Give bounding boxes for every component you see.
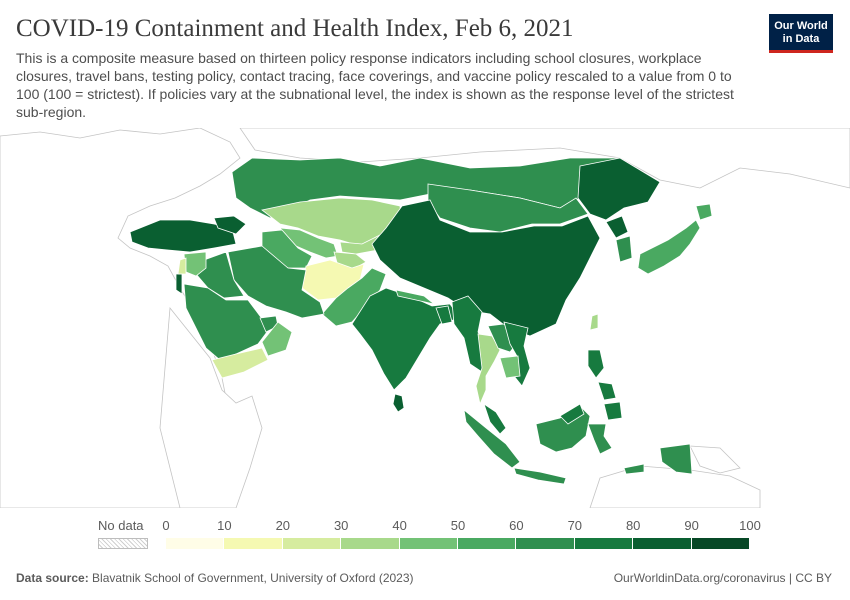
region-north-korea: China (605, 215, 629, 239)
region-iran: Iran (227, 245, 325, 319)
data-source: Data source: Blavatnik School of Governm… (16, 571, 414, 585)
legend-bin-2[interactable] (282, 538, 342, 549)
legend-bin-4[interactable] (399, 538, 458, 549)
legend-bin-8[interactable] (633, 538, 692, 549)
legend-tick-10: 10 (217, 518, 232, 533)
legend-tick-50: 50 (450, 518, 466, 533)
region-vietnam: Vietnam (503, 321, 531, 387)
data-source-text: Blavatnik School of Government, Universi… (92, 571, 414, 585)
logo-line-1: Our World (774, 20, 828, 32)
legend-bin-6[interactable] (516, 538, 575, 549)
region-cambodia: Cambodia (499, 355, 521, 379)
region-iraq: Iraq (195, 251, 245, 299)
africa-horn (159, 306, 263, 508)
no-data-label: No data (98, 518, 144, 533)
legend-bin-7[interactable] (574, 538, 634, 549)
legend-bin-0[interactable] (166, 538, 225, 549)
region-hokkaido: Japan (695, 203, 713, 221)
region-saudi-arabia: Saudi Arabia (183, 283, 271, 361)
region-bangladesh: Bangladesh (435, 305, 453, 325)
legend: No data 0 10 20 30 40 50 60 70 80 90 100 (96, 516, 761, 552)
region-china: China (371, 199, 601, 337)
region-timor: Indonesia (623, 463, 645, 475)
region-japan: Japan (637, 219, 701, 275)
legend-tick-60: 60 (509, 518, 524, 533)
region-turkey: Turkey (129, 219, 237, 253)
region-caucasus: Turkey (213, 215, 247, 235)
region-java: Indonesia (513, 467, 567, 485)
no-data-swatch[interactable] (98, 538, 148, 549)
legend-tick-40: 40 (392, 518, 407, 533)
region-israel: Israel (175, 273, 183, 295)
region-lebanon: Lebanon (177, 257, 187, 275)
region-mongolia: Mongolia (427, 183, 589, 233)
legend-tick-90: 90 (684, 518, 699, 533)
region-malaysia-borneo: Malaysia (559, 403, 585, 425)
legend-bin-3[interactable] (341, 538, 400, 549)
legend-bin-1[interactable] (224, 538, 283, 549)
legend-tick-80: 80 (625, 518, 641, 533)
legend-tick-30: 30 (333, 518, 349, 533)
region-sri-lanka: Sri Lanka (392, 393, 405, 413)
chart-title: COVID-19 Containment and Health Index, F… (16, 15, 574, 42)
region-philippines-luzon: Philippines (587, 349, 605, 379)
legend-bin-9[interactable] (691, 538, 750, 549)
region-malaysia-peninsula: Malaysia (483, 403, 507, 435)
region-sulawesi: Indonesia (587, 423, 613, 455)
no-data-landmass (0, 128, 850, 508)
data-source-label: Data source: (16, 571, 89, 585)
chart-header: COVID-19 Containment and Health Index, F… (16, 14, 756, 121)
region-taiwan: Taiwan (589, 313, 599, 331)
legend-tick-20: 20 (275, 518, 291, 533)
region-philippines-visayas: Philippines (597, 381, 617, 401)
legend-tick-100: 100 (739, 518, 761, 533)
region-northeast: North-east (Russia border) (577, 157, 661, 221)
region-papua: Papua New Guinea (659, 443, 693, 475)
region-nepal: Nepal (395, 289, 435, 305)
logo-line-2: in Data (782, 33, 820, 45)
choropleth-map[interactable]: Russia (south) Kazakhstan Uzbekistan Tur… (0, 128, 850, 508)
australia-top (589, 465, 761, 508)
png-east (689, 445, 741, 474)
region-oman: Oman (261, 321, 293, 357)
owid-logo[interactable]: Our World in Data (769, 14, 833, 53)
legend-tick-70: 70 (567, 518, 583, 533)
legend-bin-5[interactable] (458, 538, 517, 549)
country-regions[interactable]: Russia (south) Kazakhstan Uzbekistan Tur… (129, 157, 713, 485)
chart-subtitle: This is a composite measure based on thi… (16, 50, 734, 120)
region-india: India (351, 287, 461, 391)
footer-link[interactable]: OurWorldinData.org/coronavirus | CC BY (613, 571, 832, 585)
region-philippines-mindanao: Philippines (603, 401, 623, 421)
legend-tick-0: 0 (162, 518, 170, 533)
region-pakistan: Pakistan (321, 267, 387, 327)
region-yemen: Yemen (211, 347, 269, 379)
region-sumatra: Indonesia (463, 409, 521, 469)
region-south-korea: South Korea (615, 235, 633, 263)
